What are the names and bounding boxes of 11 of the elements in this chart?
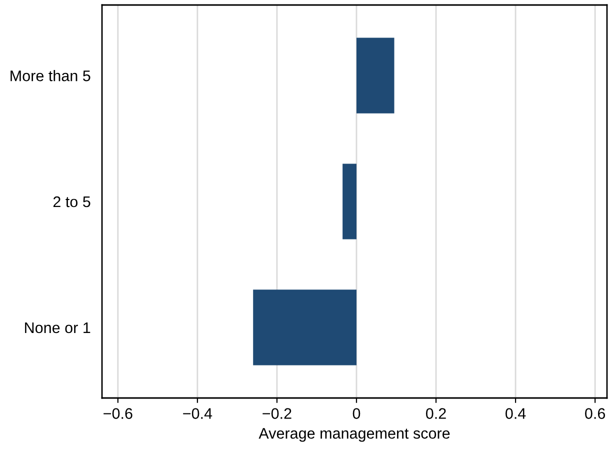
x-axis-title: Average management score bbox=[258, 428, 450, 442]
x-tick-label: 0 bbox=[352, 408, 360, 419]
x-tick-label: 0.2 bbox=[426, 408, 446, 419]
x-tick-label: −0.6 bbox=[104, 408, 132, 419]
x-tick-label: −0.4 bbox=[183, 408, 212, 419]
x-tick-label: 0.4 bbox=[506, 408, 526, 419]
y-tick-label: 2 to 5 bbox=[53, 196, 90, 208]
x-tick-label: 0.6 bbox=[585, 408, 606, 419]
y-tick-label: None or 1 bbox=[25, 322, 90, 334]
x-tick-label: −0.2 bbox=[262, 408, 292, 419]
y-tick-label: More than 5 bbox=[10, 70, 90, 82]
